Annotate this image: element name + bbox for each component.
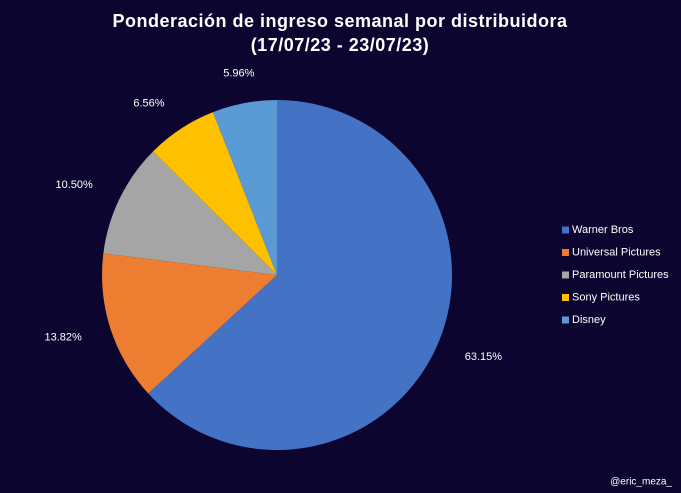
- legend-swatch: [562, 226, 569, 234]
- data-label: 63.15%: [465, 351, 503, 363]
- legend-swatch: [562, 271, 569, 279]
- pie-slice: [102, 253, 277, 394]
- legend-label: Universal Pictures: [572, 246, 661, 258]
- chart-title: Ponderación de ingreso semanal por distr…: [112, 11, 568, 31]
- data-label: 5.96%: [223, 67, 254, 79]
- data-label: 6.56%: [133, 98, 164, 110]
- data-label: 13.82%: [44, 331, 82, 343]
- legend-label: Sony Pictures: [572, 291, 640, 303]
- chart-subtitle: (17/07/23 - 23/07/23): [251, 35, 430, 55]
- data-label: 10.50%: [55, 179, 93, 191]
- legend-swatch: [562, 316, 569, 324]
- legend-swatch: [562, 249, 569, 256]
- pie-slice: [148, 100, 453, 450]
- pie-slice: [103, 151, 277, 275]
- legend-swatch: [562, 294, 569, 301]
- legend-label: Paramount Pictures: [572, 269, 669, 281]
- watermark: @eric_meza_: [610, 477, 672, 488]
- pie-slice: [212, 100, 277, 275]
- legend-label: Disney: [572, 314, 606, 326]
- pie-slice: [153, 112, 277, 275]
- legend-label: Warner Bros: [572, 224, 634, 236]
